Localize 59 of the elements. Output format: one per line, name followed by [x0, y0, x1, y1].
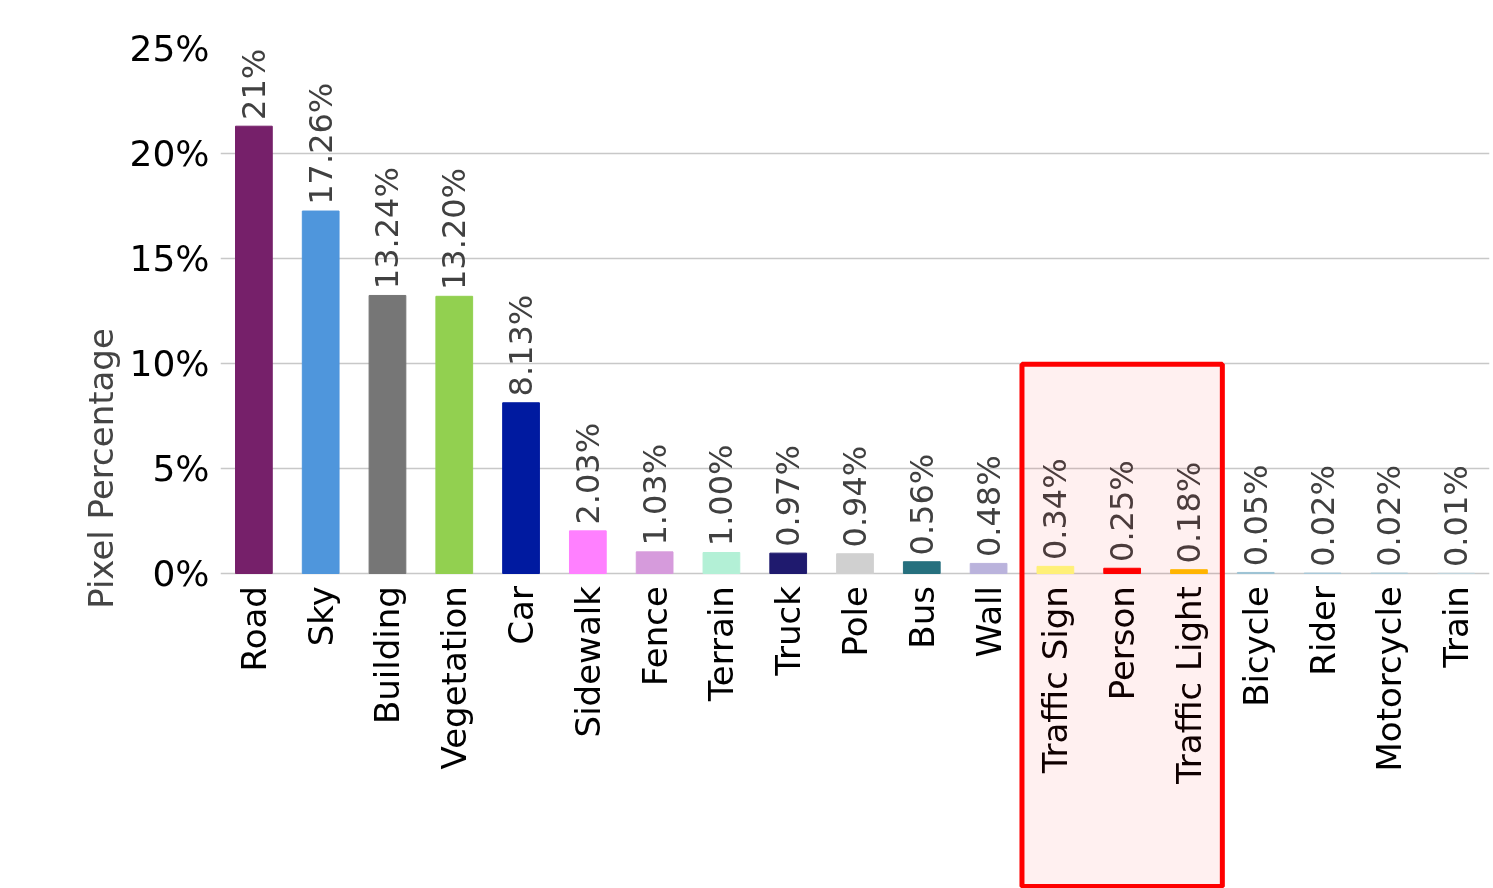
bar — [635, 551, 674, 574]
bar — [235, 125, 273, 574]
bar — [1170, 569, 1208, 574]
data-label: 0.34% — [1036, 458, 1075, 561]
bar — [969, 562, 1008, 574]
x-tick-label: Traffic Light — [1168, 586, 1209, 785]
x-tick-label: Wall — [968, 586, 1009, 658]
y-axis-title: Pixel Percentage — [81, 328, 122, 609]
data-label: 0.02% — [1370, 465, 1409, 567]
y-tick-label: 5% — [152, 448, 210, 489]
data-label: 0.05% — [1236, 464, 1275, 567]
x-tick-label: Rider — [1302, 586, 1343, 676]
y-tick-label: 0% — [152, 553, 210, 594]
bar — [1036, 565, 1075, 574]
data-label: 0.25% — [1103, 460, 1142, 562]
x-tick-label: Person — [1102, 586, 1143, 701]
y-tick-label: 10% — [129, 343, 210, 384]
bar — [368, 294, 407, 574]
data-label: 13.20% — [435, 167, 474, 290]
data-label: 2.03% — [568, 422, 607, 525]
x-tick-label: Sky — [300, 586, 341, 647]
data-label: 0.56% — [902, 453, 941, 556]
data-label: 1.03% — [635, 443, 674, 546]
x-tick-label: Building — [367, 586, 408, 725]
bar — [568, 530, 607, 574]
data-label: 1.00% — [702, 444, 741, 547]
x-tick-label: Bicycle — [1235, 586, 1276, 707]
x-tick-label: Car — [501, 586, 542, 645]
x-tick-label: Fence — [634, 586, 675, 686]
bar — [301, 210, 340, 574]
data-label: 0.94% — [836, 445, 874, 548]
data-label: 0.18% — [1169, 461, 1208, 564]
data-label: 21% — [234, 48, 273, 120]
bar — [435, 295, 474, 574]
data-label: 8.13% — [502, 294, 541, 397]
x-tick-label: Traffic Sign — [1035, 586, 1076, 775]
x-tick-label: Pole — [835, 586, 875, 657]
x-tick-label: Bus — [901, 586, 942, 649]
y-tick-label: 15% — [129, 238, 210, 279]
bar — [502, 402, 540, 574]
bar — [902, 561, 941, 574]
x-tick-label: Motorcycle — [1369, 586, 1410, 772]
x-tick-label: Sidewalk — [567, 585, 608, 738]
data-label: 0.48% — [969, 455, 1008, 558]
x-tick-label: Vegetation — [434, 586, 475, 770]
x-tick-label: Truck — [768, 585, 809, 677]
data-label: 13.24% — [368, 167, 407, 290]
y-tick-label: 20% — [129, 133, 210, 174]
bar — [702, 552, 741, 574]
bar — [769, 552, 808, 574]
x-tick-label: Road — [233, 586, 274, 672]
x-tick-label: Terrain — [701, 586, 742, 703]
data-label: 0.01% — [1437, 465, 1476, 567]
bar — [1103, 567, 1142, 574]
data-label: 0.02% — [1303, 465, 1342, 567]
x-tick-label: Train — [1436, 586, 1477, 669]
y-tick-label: 25% — [129, 28, 210, 69]
data-label: 0.97% — [769, 445, 808, 547]
data-label: 17.26% — [301, 82, 340, 205]
